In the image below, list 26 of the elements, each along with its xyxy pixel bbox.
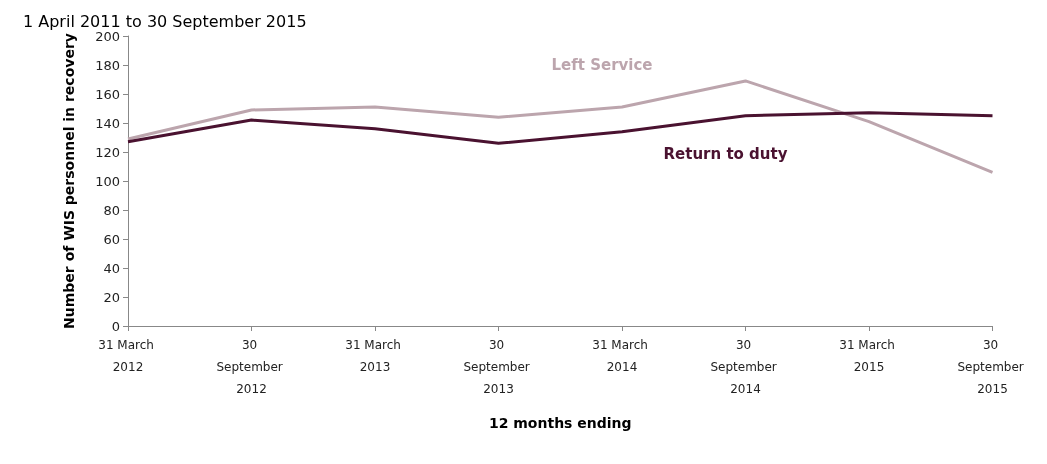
x-axis-title: 12 months ending — [488, 415, 632, 431]
x-tick-label: 30 September 2014 — [710, 338, 781, 396]
y-tick-label: 100 — [95, 173, 120, 189]
y-tick-label: 60 — [103, 231, 120, 247]
x-tick-label: 31 March 2012 — [98, 338, 158, 374]
y-tick-label: 120 — [95, 144, 120, 160]
x-tick-label: 30 September 2015 — [957, 338, 1028, 396]
y-tick-label: 20 — [103, 289, 120, 305]
chart-title: 1 April 2011 to 30 September 2015 — [23, 11, 307, 31]
line-series — [126, 79, 994, 174]
y-tick-label: 160 — [95, 86, 120, 102]
y-tick-label: 40 — [103, 260, 120, 276]
y-tick-label: 200 — [95, 28, 120, 44]
y-tick-label: 0 — [111, 318, 120, 334]
x-tick-label: 30 September 2012 — [216, 338, 287, 396]
y-tick-label: 80 — [103, 202, 120, 218]
x-tick-label: 31 March 2014 — [592, 338, 652, 374]
x-tick-label: 31 March 2015 — [839, 338, 899, 374]
series-label: Return to duty — [663, 144, 788, 163]
y-axis-title: Number of WIS personnel in recovery — [61, 33, 77, 329]
x-tick-label: 30 September 2013 — [463, 338, 534, 396]
x-tick-label: 31 March 2013 — [345, 338, 405, 374]
line-series — [126, 111, 994, 145]
y-tick-label: 140 — [95, 115, 120, 131]
series-label: Left Service — [551, 56, 653, 75]
y-tick-label: 180 — [95, 57, 120, 73]
